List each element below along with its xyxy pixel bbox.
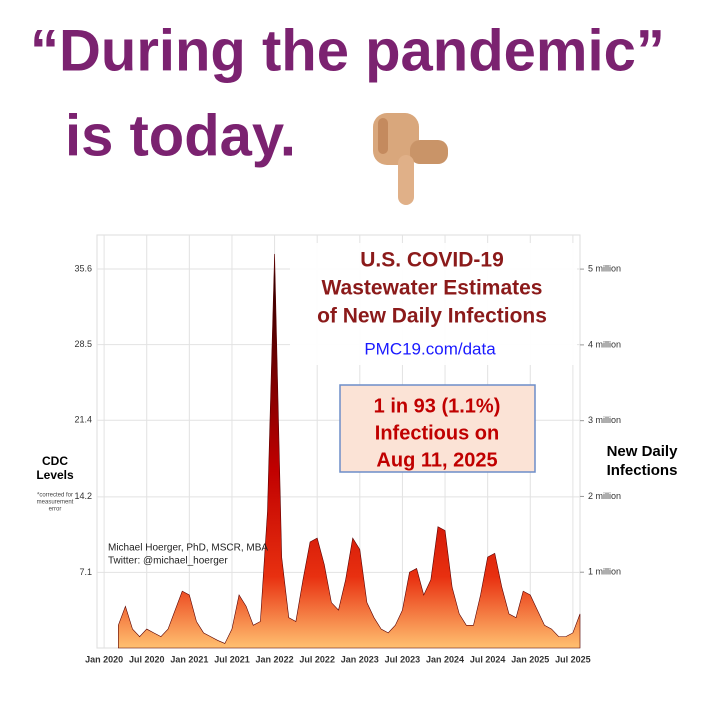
chart-title: Wastewater Estimates [322, 277, 543, 300]
pointing-hand-icon [373, 113, 448, 205]
x-tick-label: Jul 2021 [214, 654, 250, 664]
y-tick-label: 7.1 [79, 567, 92, 577]
y-tick-label: 21.4 [74, 415, 92, 425]
x-tick-label: Jul 2025 [555, 654, 591, 664]
headline-line: is today. [65, 103, 296, 168]
chart-title: of New Daily Infections [317, 305, 547, 328]
callout-box [339, 384, 536, 473]
y-axis-label: CDC [42, 454, 68, 468]
y-axis-note: *corrected for [37, 493, 73, 499]
y-tick-label: 35.6 [74, 263, 92, 273]
y2-axis-label: New Daily [607, 443, 679, 460]
x-tick-label: Jul 2020 [129, 654, 165, 664]
title-box [290, 243, 577, 365]
x-tick-label: Jan 2022 [256, 654, 294, 664]
y-axis-note: measurement [37, 500, 74, 506]
y2-tick-label: 4 million [588, 339, 621, 349]
credit: Michael Hoerger, PhD, MSCR, MBA [108, 543, 268, 554]
x-tick-label: Jul 2024 [470, 654, 506, 664]
callout-text: Infectious on [375, 422, 499, 444]
callout-text: 1 in 93 (1.1%) [374, 395, 501, 417]
y2-tick-label: 1 million [588, 567, 621, 577]
x-tick-label: Jan 2020 [85, 654, 123, 664]
chart-title: U.S. COVID-19 [360, 249, 504, 272]
x-tick-label: Jan 2021 [170, 654, 208, 664]
x-tick-label: Jan 2024 [426, 654, 464, 664]
x-tick-label: Jan 2023 [341, 654, 379, 664]
x-tick-label: Jul 2022 [299, 654, 335, 664]
y2-tick-label: 2 million [588, 491, 621, 501]
area [118, 253, 581, 649]
y-tick-label: 14.2 [74, 491, 92, 501]
headline-line: “During the pandemic” [30, 18, 665, 83]
y-axis-label: Levels [36, 468, 74, 482]
y2-axis-label: Infections [607, 462, 678, 479]
y-tick-label: 28.5 [74, 339, 92, 349]
x-tick-label: Jan 2025 [511, 654, 549, 664]
y2-tick-label: 3 million [588, 415, 621, 425]
x-tick-label: Jul 2023 [385, 654, 421, 664]
y-axis-note: error [49, 507, 62, 513]
callout-text: Aug 11, 2025 [376, 449, 497, 471]
credit: Twitter: @michael_hoerger [108, 556, 228, 567]
y2-tick-label: 5 million [588, 263, 621, 273]
source-link: PMC19.com/data [364, 339, 496, 358]
